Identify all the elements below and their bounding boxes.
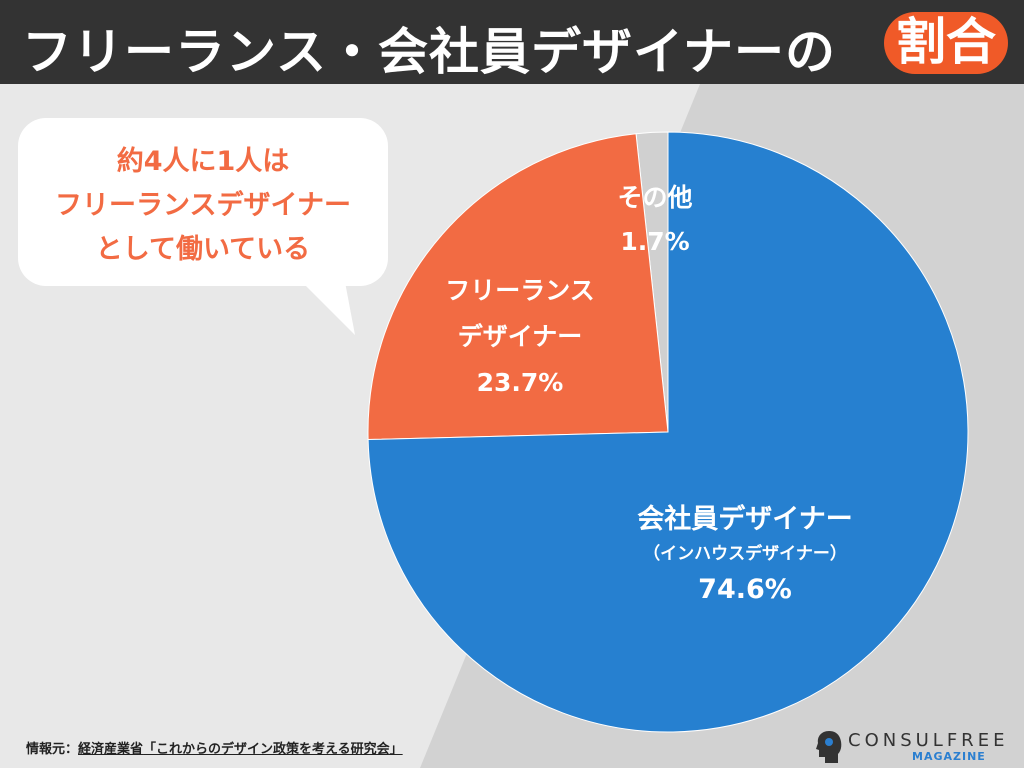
source-title: 「これからのデザイン政策を考える研究会」 (143, 742, 403, 757)
slice-value: 74.6% (698, 574, 792, 605)
source-prefix: 情報元： (26, 742, 79, 757)
pie-slice-freelance (367, 133, 669, 441)
logo-sub: MAGAZINE (912, 750, 986, 763)
slice-name: フリーランス (445, 276, 595, 305)
callout-line: フリーランスデザイナー (55, 190, 351, 221)
callout-text: 約4人に1人は フリーランスデザイナー として働いている (18, 140, 388, 272)
slice-name: デザイナー (457, 322, 583, 351)
source-org: 経済産業省 (78, 742, 144, 757)
callout-line: として働いている (95, 234, 311, 265)
page-title: フリーランス・会社員デザイナーの (22, 23, 836, 81)
slice-value: 1.7% (620, 227, 690, 256)
head-icon (816, 731, 842, 763)
callout-line: 約4人に1人は (116, 146, 290, 177)
title-highlight-badge: 割合 (884, 12, 1008, 74)
slice-name: 会社員デザイナー (637, 504, 853, 535)
slice-value: 23.7% (476, 368, 564, 397)
slice-sublabel: （インハウスデザイナー） (643, 544, 847, 564)
logo-name: CONSULFREE (848, 730, 1009, 751)
consulfree-logo: CONSULFREE MAGAZINE (812, 728, 1012, 768)
callout-bubble (18, 118, 388, 286)
source-note: 情報元：経済産業省「これからのデザイン政策を考える研究会」 (26, 738, 403, 757)
slice-label-other: その他 1.7% (590, 176, 720, 264)
slice-name: その他 (617, 183, 693, 212)
slice-label-company: 会社員デザイナー （インハウスデザイナー） 74.6% (600, 500, 890, 612)
slice-label-freelance: フリーランス デザイナー 23.7% (410, 268, 630, 406)
title-bar: フリーランス・会社員デザイナーの 割合 (0, 0, 1024, 84)
pie-slice-company (367, 131, 969, 733)
callout-tail (300, 280, 355, 335)
